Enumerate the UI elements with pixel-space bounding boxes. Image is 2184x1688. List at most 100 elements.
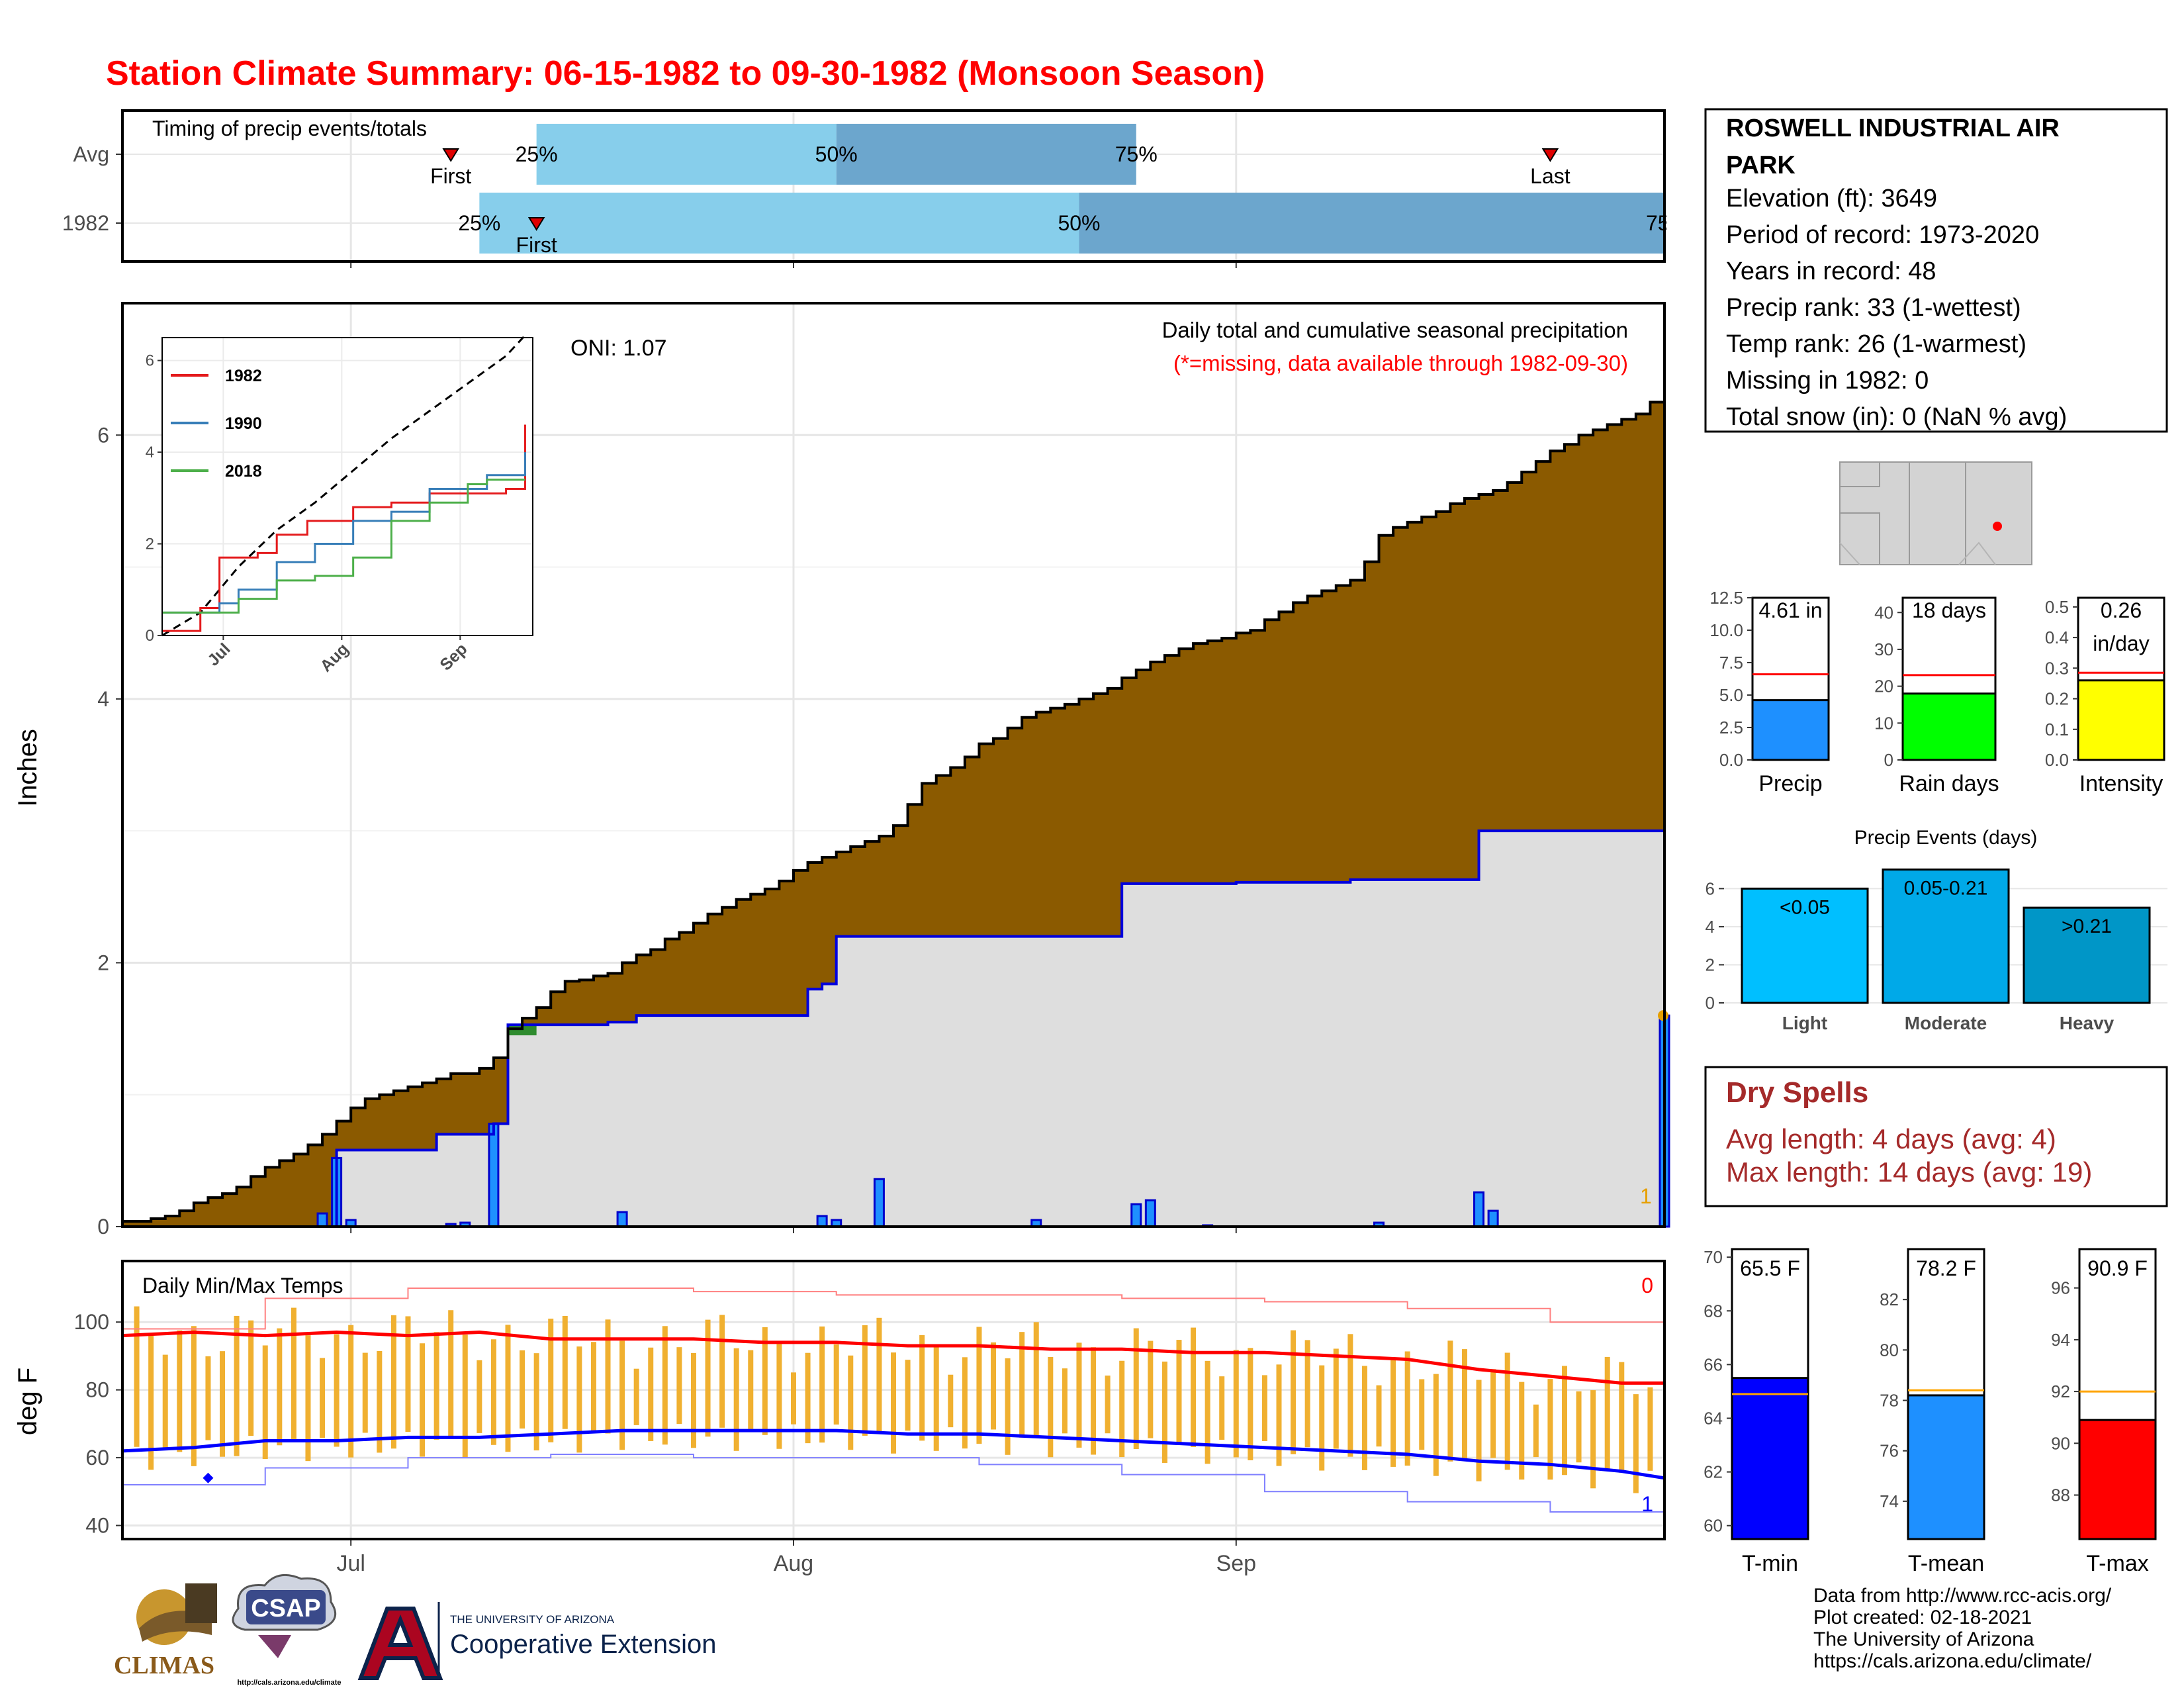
temp-bar-tick-label: 92 [2051,1382,2070,1401]
temp-bar-tick-label: 64 [1704,1409,1723,1429]
daily-temp-range-bar [1248,1348,1253,1460]
daily-temp-range-bar [891,1352,896,1454]
daily-temp-range-bar [548,1319,554,1442]
daily-temp-range-bar [205,1356,211,1440]
daily-temp-range-bar [805,1352,811,1444]
inset-y-tick-label: 6 [146,352,154,370]
credit-line: The University of Arizona [1813,1628,2034,1650]
avg-cumulative-line [122,618,1666,1228]
mini-bar-rain-days [1901,692,1997,761]
inset-y-tick-label: 0 [146,627,154,645]
station-info-line: Total snow (in): 0 (NaN % avg) [1726,403,2067,431]
daily-precip-bar [873,1178,885,1228]
daily-temp-range-bar [762,1327,768,1435]
missing-note: (*=missing, data available through 1982-… [1173,351,1628,375]
station-info-line: Elevation (ft): 3649 [1726,185,1937,212]
daily-temp-range-bar [1404,1351,1410,1466]
daily-precip-bar [816,1215,828,1228]
mini-bar-tick-label: 10 [1874,713,1893,733]
daily-precip-bar [1144,1199,1156,1228]
temp-x-tick-label: Jul [336,1551,365,1576]
daily-temp-range-bar [1291,1330,1297,1454]
station-name-line1: ROSWELL INDUSTRIAL AIR [1726,115,2060,142]
precip-y-tick-label: 6 [97,423,109,447]
dry-spells-title: Dry Spells [1726,1076,1868,1109]
climas-logo-block [185,1583,217,1623]
daily-temp-range-bar [291,1307,296,1439]
daily-precip-bar [1487,1209,1499,1228]
daily-precip-bar [1130,1203,1142,1228]
daily-temp-range-bar [462,1335,468,1458]
temp-bar-tick-label: 78 [1880,1391,1899,1411]
daily-temp-range-bar [248,1320,254,1436]
page-title: Station Climate Summary: 06-15-1982 to 0… [106,54,1265,93]
mini-bar-tick-label: 0.0 [2045,750,2069,770]
timing-q50-label: 50% [1058,211,1100,235]
credit-line: Data from http://www.rcc-acis.org/ [1813,1585,2112,1607]
daily-temp-range-bar [991,1342,997,1430]
temp-bar-tick-label: 60 [1704,1516,1723,1536]
mini-bar-label: Precip [1758,771,1822,796]
events-tick-label: 2 [1706,955,1715,974]
daily-temp-range-bar [433,1332,439,1440]
daily-temp-range-bar [1390,1359,1396,1467]
daily-temp-range-bar [1119,1360,1125,1458]
events-tick-label: 4 [1706,917,1715,937]
daily-temp-range-bar [819,1326,825,1443]
dry-spells-max: Max length: 14 days (avg: 19) [1726,1156,2092,1188]
daily-temp-range-bar [1547,1379,1553,1480]
daily-temp-range-bar [362,1352,368,1433]
mini-bar-tick-label: 0.2 [2045,689,2069,709]
daily-temp-range-bar [1319,1365,1325,1471]
temp-y-axis-label: deg F [13,1368,42,1435]
csap-logo-mountain [258,1635,291,1658]
mini-bar-tick-label: 0.4 [2045,628,2069,647]
mini-bar-tick-label: 2.5 [1719,718,1743,737]
mini-bar-precip [1751,699,1830,761]
daily-temp-range-bar [948,1374,954,1428]
daily-temp-range-bar [933,1345,939,1451]
daily-precip-bar [488,1123,500,1228]
daily-temp-range-bar [1304,1340,1310,1448]
station-info-line: Period of record: 1973-2020 [1726,221,2039,249]
normal-max-line [122,1331,1664,1385]
daily-temp-range-bar [1461,1349,1467,1460]
dry-spells-box [1704,1066,2168,1207]
daily-temp-range-bar [1447,1340,1453,1462]
temp-bar-tick-label: 88 [2051,1485,2070,1505]
timing-clip-mask [1666,197,1693,250]
mini-bar-tick-label: 0.5 [2045,597,2069,617]
temp-bar-tick-label: 82 [1880,1289,1899,1309]
mini-bar-label: Rain days [1899,771,1999,796]
daily-temp-range-bar [1590,1390,1596,1489]
temp-bar-value: 65.5 F [1740,1256,1800,1280]
daily-temp-range-bar [1576,1391,1582,1463]
daily-temp-range-bar [690,1352,696,1448]
daily-temp-range-bar [1191,1327,1197,1448]
daily-temp-range-bar [320,1358,326,1438]
temp-bar-tick-label: 66 [1704,1354,1723,1374]
timing-bar-early [536,124,837,185]
timing-q50-label: 50% [815,142,858,166]
events-tick-label: 6 [1706,878,1715,898]
events-tick-label: 0 [1706,993,1715,1013]
daily-temp-range-bar [1490,1369,1496,1458]
daily-temp-range-bar [848,1355,854,1450]
precip-y-axis-label: Inches [13,729,42,807]
daily-temp-range-bar [1376,1385,1382,1447]
precip-panel-frame [121,302,1666,1228]
daily-temp-range-bar [377,1351,383,1453]
event-bar-moderate [1882,868,2010,1004]
temp-bar-tick-label: 76 [1880,1441,1899,1461]
precip-y-tick-label: 2 [97,951,109,974]
daily-temp-range-bar [1419,1379,1425,1450]
daily-temp-range-bar [162,1354,168,1448]
daily-precip-bar [1473,1191,1485,1228]
mini-bar-tick-label: 0 [1884,750,1893,770]
temp-bar-tick-label: 74 [1880,1491,1899,1511]
station-info-line: Precip rank: 33 (1-wettest) [1726,294,2021,322]
daily-temp-range-bar [305,1335,311,1462]
mini-bar-tick-label: 5.0 [1719,685,1743,705]
station-info-line: Temp rank: 26 (1-warmest) [1726,330,2026,358]
oni-label: ONI: 1.07 [570,336,667,361]
